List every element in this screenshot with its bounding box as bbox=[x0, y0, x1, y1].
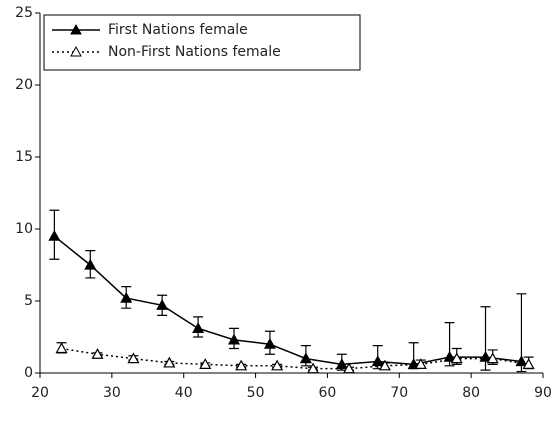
x-tick-label: 50 bbox=[247, 385, 265, 401]
point bbox=[414, 358, 427, 369]
point bbox=[84, 258, 97, 270]
point bbox=[55, 342, 68, 354]
point bbox=[271, 359, 284, 371]
point bbox=[515, 355, 528, 367]
y-tick-label: 20 bbox=[15, 77, 33, 93]
y-tick-label: 10 bbox=[15, 221, 33, 237]
y-tick-label: 15 bbox=[15, 149, 33, 165]
legend-label: First Nations female bbox=[108, 22, 248, 38]
point bbox=[199, 358, 212, 369]
point bbox=[378, 359, 391, 371]
x-tick-label: 80 bbox=[462, 385, 480, 401]
legend-marker bbox=[70, 45, 82, 57]
y-tick-label: 5 bbox=[24, 293, 33, 309]
point bbox=[192, 322, 205, 333]
x-tick-label: 90 bbox=[534, 385, 552, 401]
point bbox=[486, 352, 499, 364]
x-tick-label: 70 bbox=[390, 385, 408, 401]
series-line bbox=[53, 235, 522, 366]
legend-marker bbox=[70, 23, 82, 35]
y-tick-label: 0 bbox=[24, 365, 33, 381]
point bbox=[227, 333, 241, 345]
point bbox=[443, 350, 456, 362]
point bbox=[156, 299, 169, 310]
legend-label: Non-First Nations female bbox=[108, 44, 281, 60]
point bbox=[450, 352, 463, 364]
point bbox=[299, 352, 312, 364]
series-line bbox=[61, 347, 529, 370]
x-tick-label: 30 bbox=[103, 385, 121, 401]
point bbox=[48, 229, 61, 241]
point bbox=[479, 350, 492, 362]
x-tick-label: 20 bbox=[31, 385, 49, 401]
point bbox=[307, 362, 320, 374]
y-tick-label: 25 bbox=[15, 5, 33, 21]
point bbox=[371, 355, 384, 367]
point bbox=[263, 337, 276, 349]
point bbox=[163, 356, 176, 368]
x-tick-label: 40 bbox=[175, 385, 193, 401]
x-tick-label: 60 bbox=[319, 385, 337, 401]
point bbox=[235, 359, 248, 371]
point bbox=[127, 352, 140, 364]
point bbox=[342, 362, 356, 374]
point bbox=[91, 348, 104, 359]
point bbox=[522, 358, 535, 369]
legend-box bbox=[43, 14, 361, 71]
point bbox=[120, 291, 133, 303]
